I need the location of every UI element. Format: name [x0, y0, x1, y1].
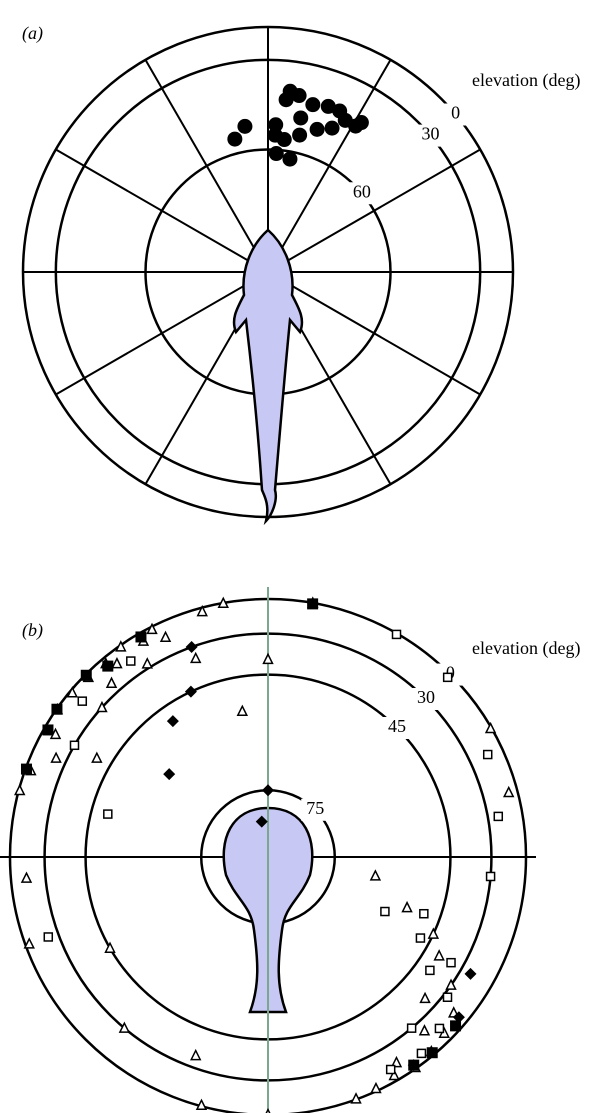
- ring-label: 30: [422, 124, 440, 144]
- panel-label: (b): [22, 620, 43, 641]
- data-point: [262, 784, 274, 796]
- data-point: [305, 97, 320, 112]
- data-point: [486, 723, 495, 732]
- polar-panel: 0 30 60 (a) elevation (deg): [22, 23, 612, 521]
- data-point: [325, 121, 340, 136]
- figure: 0 30 60 (a) elevation (deg)0 30 45 75 (b) elevati…: [0, 0, 616, 1113]
- data-point: [408, 1024, 416, 1032]
- data-point: [465, 968, 477, 980]
- data-point: [494, 812, 502, 820]
- data-point: [191, 653, 200, 662]
- data-point: [107, 678, 116, 687]
- data-point: [143, 659, 152, 668]
- data-point: [484, 751, 492, 759]
- data-point: [279, 92, 294, 107]
- data-point: [78, 697, 86, 705]
- data-point: [51, 704, 62, 715]
- data-point: [403, 903, 412, 912]
- data-point: [81, 670, 92, 681]
- data-point: [420, 910, 428, 918]
- data-point: [237, 119, 252, 134]
- axis-label: elevation (deg): [472, 638, 580, 659]
- data-point: [427, 1047, 438, 1058]
- data-point: [417, 1049, 425, 1057]
- data-point: [167, 715, 179, 727]
- ring-label: 45: [388, 716, 406, 736]
- data-point: [52, 753, 61, 762]
- data-point: [387, 1065, 395, 1073]
- ring-label: 0: [451, 103, 460, 123]
- data-point: [22, 873, 31, 882]
- data-point: [191, 1051, 200, 1060]
- data-point: [293, 110, 308, 125]
- data-point: [282, 152, 297, 167]
- data-point: [504, 788, 513, 797]
- data-point: [238, 706, 247, 715]
- data-point: [292, 88, 307, 103]
- data-point: [435, 1024, 443, 1032]
- data-point: [42, 724, 53, 735]
- data-point: [393, 630, 401, 638]
- data-point: [15, 785, 24, 794]
- data-point: [71, 741, 79, 749]
- panel-label: (a): [22, 23, 43, 44]
- data-point: [487, 872, 495, 880]
- data-point: [227, 132, 242, 147]
- data-point: [332, 103, 347, 118]
- data-point: [264, 654, 273, 663]
- data-point: [421, 993, 430, 1002]
- data-point: [307, 598, 318, 609]
- data-point: [416, 934, 424, 942]
- data-point: [444, 993, 452, 1001]
- ring-label: 60: [353, 181, 371, 201]
- axis-label: elevation (deg): [472, 70, 580, 91]
- data-point: [161, 632, 170, 641]
- data-point: [310, 122, 325, 137]
- data-point: [354, 115, 369, 130]
- data-point: [102, 661, 113, 672]
- data-point: [447, 959, 455, 967]
- data-point: [292, 128, 307, 143]
- data-point: [268, 128, 283, 143]
- data-point: [185, 686, 197, 698]
- data-point: [92, 753, 101, 762]
- data-point: [269, 146, 284, 161]
- data-point: [104, 810, 112, 818]
- data-point: [435, 951, 444, 960]
- data-point: [163, 768, 175, 780]
- ring-label: 75: [306, 798, 324, 818]
- data-point: [371, 1084, 380, 1093]
- data-point: [371, 871, 380, 880]
- data-point: [127, 657, 135, 665]
- data-point: [44, 933, 52, 941]
- data-point: [186, 641, 198, 653]
- polar-panel: 0304575(b)elevation (deg): [0, 587, 612, 1113]
- data-point: [381, 908, 389, 916]
- data-point: [420, 1026, 429, 1035]
- fish-silhouette: [234, 230, 302, 521]
- data-point: [112, 659, 121, 668]
- data-point: [426, 966, 434, 974]
- ring-label: 30: [417, 687, 435, 707]
- data-point: [429, 929, 438, 938]
- data-point: [264, 1110, 273, 1113]
- data-point: [444, 673, 452, 681]
- data-point: [135, 631, 146, 642]
- data-point: [21, 764, 32, 775]
